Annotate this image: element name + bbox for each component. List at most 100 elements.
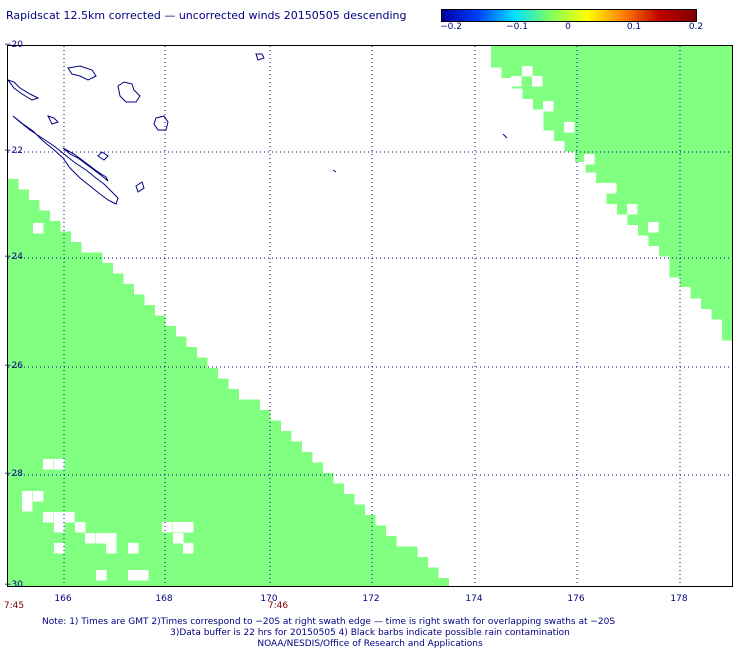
lat-label-28s: −28 [4,469,23,479]
swath-gap-cell [85,533,96,544]
swath-right-row [543,119,732,131]
swath-right-row [554,130,732,141]
swath-right-row [638,224,732,236]
swath-gap-cell [584,154,595,165]
lon-label-170: 170 [260,594,278,604]
swath-left-row [8,200,40,211]
swath-gap-cell [22,491,33,502]
lon-label-168: 168 [155,594,173,604]
swath-gap-cell [33,223,44,234]
swath-gap-cell [106,543,117,554]
swath-right-row [648,235,732,246]
swath-gap-cell [522,66,533,77]
swath-left-row [8,210,50,222]
swath-gap-cell [532,76,543,87]
swath-gap-cell [511,76,522,87]
swath-gap-cell [22,501,33,512]
swath-right-row [711,308,732,320]
map-title: Rapidscat 12.5km corrected — uncorrected… [6,9,407,22]
time-label-746: 7:46 [267,601,289,611]
swath-left-row [8,294,145,306]
swath-gap-cell [183,543,194,554]
swath-left-row [8,515,376,526]
coastline-new-caledonia [8,53,508,205]
swath-left-row [8,483,344,495]
swath-right-row [533,98,732,110]
swath-right-row [722,329,732,341]
swath-left-row [8,347,197,358]
footnote-line-2: 3)Data buffer is 22 hrs for 20150505 4) … [170,628,570,638]
swath-left-row [8,357,208,369]
swath-right-row [722,319,732,330]
footnote-credit: NOAA/NESDIS/Office of Research and Appli… [257,639,483,649]
time-label-745: 7:45 [3,601,25,611]
colorbar-label-neg: −0.1 [506,22,528,32]
swath-gap-cell [96,533,107,544]
swath-right-row [585,161,732,173]
lat-label-20s: −20 [4,40,23,50]
footnote-line-1: Note: 1) Times are GMT 2)Times correspon… [42,617,616,627]
swath-right-row [543,109,732,120]
swath-right-row [669,256,732,267]
swath-right-row [491,46,732,57]
swath-left-row [8,441,302,453]
swath-left-row [8,452,313,463]
swath-right [491,46,734,362]
colorbar-label-max: 0.2 [688,22,704,32]
swath-gap-cell [96,570,107,581]
swath-left-row [8,410,271,421]
swath-left-row [8,504,365,516]
swath-left-row [8,326,176,337]
swath-gap-cell [648,222,659,233]
swath-gap-cell [54,522,65,533]
swath-right-row [733,340,734,351]
swath-gaps [22,66,691,581]
swath-left-row [8,567,439,579]
swath-gap-cell [627,204,638,215]
swath-gap-cell [64,512,75,523]
swath-right-row [680,277,732,288]
swath-left-row [8,315,166,327]
swath-left-row [8,305,155,316]
swath-gap-cell [138,570,149,581]
swath-gap-cell [106,533,117,544]
swath-left-row [8,252,103,264]
swath-right-row [627,214,732,225]
lat-label-24s: −24 [4,252,23,262]
swath-left-row [8,525,386,537]
lon-label-166: 166 [54,594,72,604]
colorbar [441,9,697,22]
lon-label-174: 174 [465,594,483,604]
swath-left-row [8,336,187,348]
colorbar-label-min: −0.2 [440,22,462,32]
swath-gap-cell [128,570,139,581]
swath-right-row [575,151,732,162]
swath-right-row [690,287,732,299]
swath-gap-cell [183,522,194,533]
swath-left [8,179,449,586]
lat-label-30s: −30 [4,580,23,590]
swath-left-row [8,420,281,432]
swath-gap-cell [75,522,86,533]
swath-left-row [8,242,82,253]
swath-left-row [8,284,134,295]
swath-right-row [564,140,732,152]
swath-left-row [8,431,292,442]
swath-gap-cell [543,101,554,112]
swath-gap-cell [43,459,54,470]
swath-left-row [8,368,218,379]
swath-right-row [733,351,734,362]
swath-gap-cell [680,287,691,298]
swath-right-row [606,182,732,194]
swath-right-row [596,172,732,183]
swath-gap-cell [54,512,65,523]
swath-left-row [8,462,323,474]
swath-right-row [617,203,732,215]
swath-gap-cell [33,491,44,502]
swath-left-row [8,578,449,586]
swath-gap-cell [173,522,184,533]
swath-gap-cell [162,522,173,533]
swath-left-row [8,179,19,190]
swath-right-row [669,266,732,278]
swath-right-row [659,245,732,257]
